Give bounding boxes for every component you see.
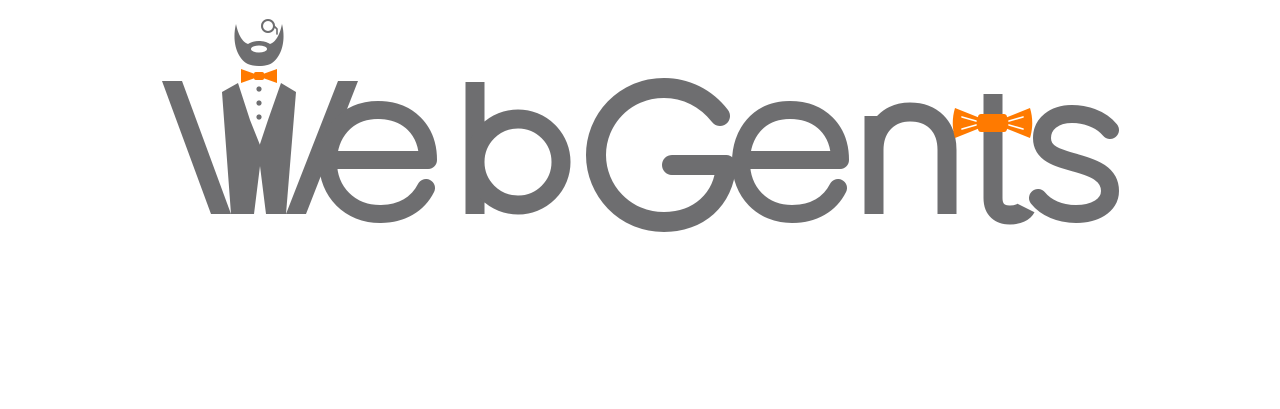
shirt-studs <box>256 86 262 120</box>
letter-t <box>983 94 1035 225</box>
bow-tie-icon <box>241 69 277 83</box>
letter-e1 <box>319 101 437 223</box>
letter-g <box>586 78 736 232</box>
letter-s <box>1029 105 1119 223</box>
letter-n <box>864 102 957 214</box>
bow-tie-icon <box>952 108 1033 138</box>
monocle-icon <box>261 19 278 35</box>
letter-b <box>465 82 571 215</box>
letter-e2 <box>732 101 849 223</box>
gentleman-head-icon <box>234 19 284 83</box>
